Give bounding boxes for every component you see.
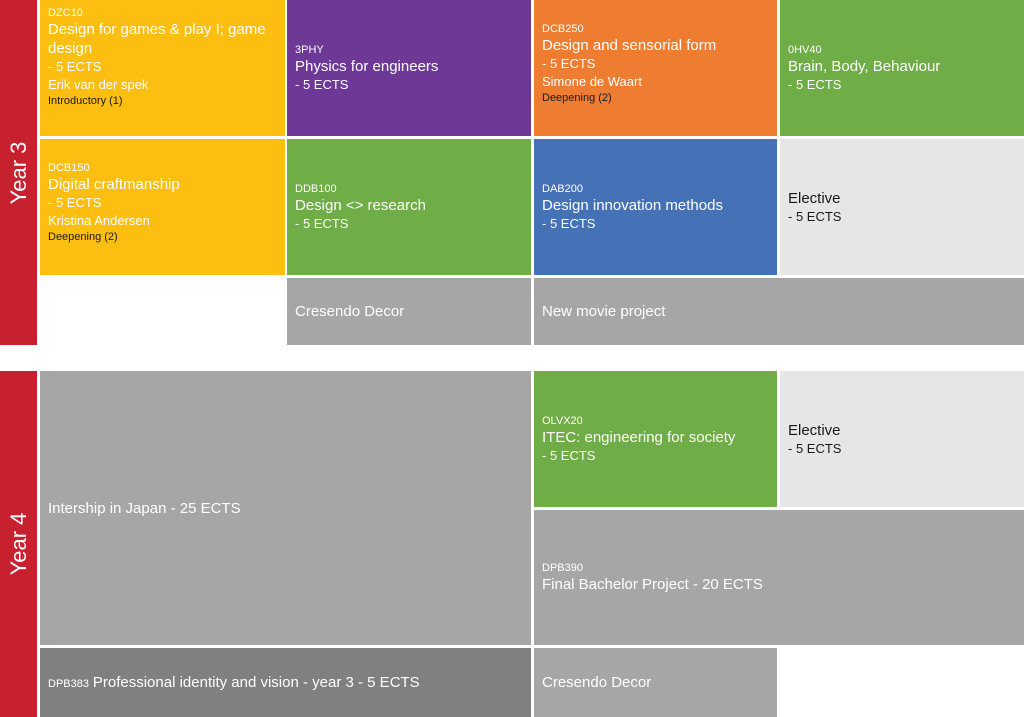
course-teacher: Kristina Andersen — [48, 213, 150, 228]
internship-japan[interactable]: Intership in Japan - 25 ECTS — [40, 371, 531, 645]
course-title: Final Bachelor Project - 20 ECTS — [542, 576, 763, 593]
course-teacher: Erik van der spek — [48, 77, 149, 92]
project-title: Cresendo Decor — [295, 303, 405, 320]
course-dab200[interactable]: DAB200 Design innovation methods - 5 ECT… — [534, 139, 777, 275]
course-code: DPB390 — [542, 562, 583, 574]
course-code: DAB200 — [542, 182, 583, 195]
course-ects: - 5 ECTS — [48, 195, 102, 210]
course-dcb150[interactable]: DCB150 Digital craftmanship - 5 ECTS Kri… — [40, 139, 285, 275]
course-code: OLVX20 — [542, 414, 583, 427]
course-ects: - 5 ECTS — [48, 59, 102, 74]
course-title: Elective — [788, 189, 841, 207]
course-ddb100[interactable]: DDB100 Design <> research - 5 ECTS — [287, 139, 531, 275]
course-3phy[interactable]: 3PHY Physics for engineers - 5 ECTS — [287, 0, 531, 136]
project-cresendo-y4[interactable]: Cresendo Decor — [534, 648, 777, 717]
project-cresendo-y3[interactable]: Cresendo Decor — [287, 278, 531, 345]
course-elective-y3[interactable]: Elective - 5 ECTS — [780, 139, 1024, 275]
course-code: DZC10 — [48, 7, 83, 19]
course-title: Brain, Body, Behaviour — [788, 57, 941, 75]
course-code: DPB383 — [48, 678, 89, 690]
course-title: Physics for engineers — [295, 57, 439, 75]
course-teacher: Simone de Waart — [542, 74, 642, 89]
course-title: Design innovation methods — [542, 196, 723, 214]
course-ects: - 5 ECTS — [295, 215, 349, 231]
year-4-bar: Year 4 — [0, 371, 37, 717]
course-title: Digital craftmanship — [48, 176, 180, 193]
course-ects: - 5 ECTS — [788, 76, 842, 92]
course-elective-y4[interactable]: Elective - 5 ECTS — [780, 371, 1024, 507]
course-level: Deepening (2) — [542, 92, 612, 104]
course-code: DDB100 — [295, 182, 337, 195]
course-code: DCB250 — [542, 23, 584, 35]
course-level: Deepening (2) — [48, 231, 118, 243]
course-dpb390[interactable]: DPB390 Final Bachelor Project - 20 ECTS — [534, 510, 1024, 645]
course-title: Professional identity and vision - year … — [92, 674, 420, 691]
course-olvx20[interactable]: OLVX20 ITEC: engineering for society - 5… — [534, 371, 777, 507]
course-level: Introductory (1) — [48, 95, 123, 107]
course-dcb250[interactable]: DCB250 Design and sensorial form - 5 ECT… — [534, 0, 777, 136]
course-ects: - 5 ECTS — [788, 440, 842, 456]
project-title: New movie project — [542, 303, 666, 320]
course-title: Design for games & play I; game design — [48, 21, 266, 57]
year-3-label: Year 3 — [5, 141, 31, 204]
course-title: Elective — [788, 421, 841, 439]
year-4-label: Year 4 — [5, 512, 31, 576]
course-code: DCB150 — [48, 162, 90, 174]
course-0hv40[interactable]: 0HV40 Brain, Body, Behaviour - 5 ECTS — [780, 0, 1024, 136]
course-title: Design and sensorial form — [542, 37, 717, 54]
project-title: Cresendo Decor — [542, 674, 652, 691]
project-new-movie[interactable]: New movie project — [534, 278, 1024, 345]
internship-title: Intership in Japan - 25 ECTS — [48, 499, 241, 517]
course-dzc10[interactable]: DZC10 Design for games & play I; game de… — [40, 0, 285, 136]
course-dpb383[interactable]: DPB383 Professional identity and vision … — [40, 648, 531, 717]
course-ects: - 5 ECTS — [542, 447, 596, 463]
course-code: 3PHY — [295, 43, 324, 56]
course-ects: - 5 ECTS — [295, 76, 349, 92]
course-line: DPB383 Professional identity and vision … — [48, 673, 523, 692]
course-title: ITEC: engineering for society — [542, 428, 736, 446]
course-ects: - 5 ECTS — [542, 215, 596, 231]
course-code: 0HV40 — [788, 43, 822, 56]
course-ects: - 5 ECTS — [542, 56, 596, 71]
course-title: Design <> research — [295, 196, 426, 214]
year-3-bar: Year 3 — [0, 0, 37, 345]
course-ects: - 5 ECTS — [788, 208, 842, 224]
